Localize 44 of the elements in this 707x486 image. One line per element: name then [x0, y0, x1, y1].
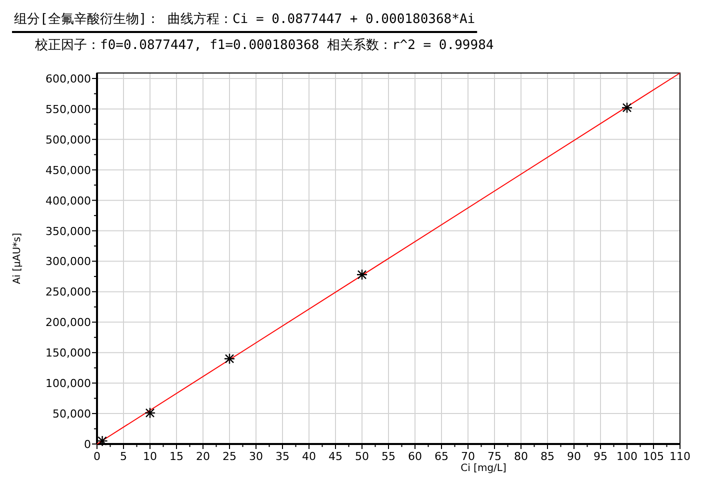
- x-tick-label: 100: [616, 450, 638, 463]
- x-tick-label: 10: [143, 450, 157, 463]
- x-tick-label: 105: [643, 450, 664, 463]
- y-tick-label: 150,000: [46, 346, 91, 360]
- y-tick-label: 500,000: [46, 133, 91, 146]
- point: [356, 269, 368, 280]
- point: [144, 407, 156, 419]
- x-tick-label: 70: [461, 450, 475, 463]
- y-tick-label: 100,000: [46, 377, 91, 390]
- y-axis-title: Ai [µAU*s]: [12, 232, 23, 284]
- x-tick-label: 65: [434, 450, 448, 463]
- x-tick-label: 80: [514, 450, 528, 463]
- x-tick-label: 45: [328, 450, 342, 463]
- x-tick-label: 0: [94, 450, 100, 463]
- y-tick-label: 450,000: [46, 164, 91, 177]
- x-tick-label: 85: [540, 450, 554, 463]
- point: [224, 353, 236, 364]
- y-tick-label: 250,000: [46, 286, 91, 299]
- y-tick-label: 600,000: [46, 72, 91, 86]
- x-tick-label: 110: [670, 450, 690, 463]
- y-tick-label: 350,000: [46, 224, 91, 238]
- x-tick-label: 20: [196, 450, 210, 463]
- x-tick-label: 30: [249, 450, 263, 463]
- y-tick-label: 300,000: [46, 255, 91, 268]
- x-tick-label: 35: [276, 450, 290, 463]
- x-tick-label: 60: [408, 450, 422, 463]
- x-tick-label: 5: [120, 450, 127, 463]
- chart-title: 组分[全氟辛酸衍生物]： 曲线方程：Ci = 0.0877447 + 0.000180368*Ai: [14, 11, 476, 27]
- x-tick-label: 95: [594, 450, 608, 463]
- x-tick-label: 25: [222, 450, 236, 463]
- point: [621, 102, 633, 114]
- x-axis-title: Ci [mg/L]: [460, 463, 506, 474]
- x-tick-label: 75: [488, 450, 502, 463]
- y-tick-label: 550,000: [46, 102, 91, 116]
- y-tick-label: 50,000: [52, 408, 91, 421]
- chart-subtitle: 校正因子：f0=0.0877447, f1=0.000180368 相关系数：r^2 = 0.99984: [34, 38, 494, 53]
- x-tick-label: 15: [170, 450, 184, 463]
- x-tick-label: 90: [567, 450, 581, 463]
- x-tick-label: 50: [355, 450, 369, 463]
- x-tick-label: 40: [302, 450, 316, 463]
- y-tick-label: 0: [84, 438, 91, 451]
- x-tick-label: 55: [382, 450, 396, 463]
- y-tick-label: 200,000: [46, 316, 91, 330]
- y-tick-label: 400,000: [46, 194, 91, 208]
